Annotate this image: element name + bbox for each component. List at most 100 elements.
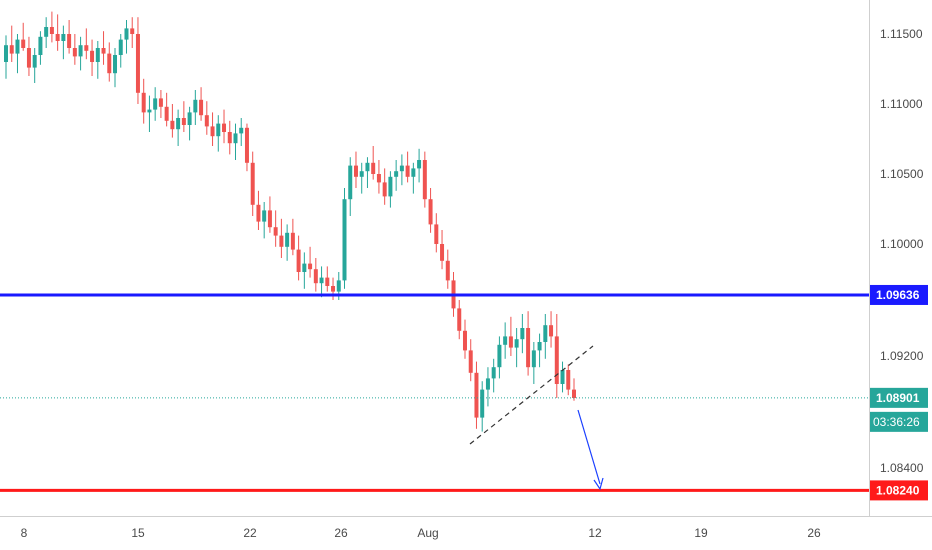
candle xyxy=(308,246,313,278)
candle-body xyxy=(38,36,43,55)
candle-body xyxy=(497,344,502,368)
time-tick-label: 12 xyxy=(588,526,602,540)
candle xyxy=(158,90,163,118)
candle-body xyxy=(319,277,324,284)
candle xyxy=(147,95,152,132)
candle xyxy=(572,378,576,401)
candle-body xyxy=(210,126,215,137)
candle xyxy=(428,188,433,233)
candle xyxy=(508,316,513,356)
candle xyxy=(313,258,318,292)
time-axis[interactable]: 8 15 22 26 Aug 12 19 26 xyxy=(21,526,821,540)
candle xyxy=(227,120,232,155)
candle-body xyxy=(176,118,181,130)
arrow-head-icon xyxy=(593,477,604,491)
countdown-badge-bg xyxy=(870,411,928,432)
candle xyxy=(187,106,192,141)
candle-series xyxy=(4,11,576,432)
candle xyxy=(72,34,77,65)
candle-body xyxy=(514,339,519,348)
annotations xyxy=(469,345,604,491)
candle-body xyxy=(399,165,404,172)
candle xyxy=(302,252,307,289)
candle xyxy=(399,154,404,186)
candle xyxy=(181,101,186,132)
candle xyxy=(394,160,399,191)
price-tick-label: 1.10500 xyxy=(880,167,924,181)
candle-body xyxy=(78,45,83,57)
price-tick-label: 1.08400 xyxy=(880,461,924,475)
candle-body xyxy=(273,227,278,236)
candle xyxy=(32,48,37,83)
candle-body xyxy=(549,325,554,337)
candle xyxy=(434,213,439,253)
candle-body xyxy=(170,120,175,130)
candle xyxy=(365,157,370,188)
candle-body xyxy=(457,308,462,331)
candle-body xyxy=(233,133,238,144)
candle xyxy=(348,157,353,216)
candle-body xyxy=(485,378,490,390)
candle xyxy=(4,35,8,79)
candle xyxy=(457,300,462,340)
candle-body xyxy=(554,336,559,384)
candle-body xyxy=(526,328,531,368)
candle xyxy=(153,87,158,121)
price-tick-label: 1.09200 xyxy=(880,349,924,363)
candle xyxy=(566,364,571,396)
candle-body xyxy=(417,160,422,169)
candle-body xyxy=(279,235,284,247)
candle-body xyxy=(508,336,513,348)
candle-body xyxy=(227,132,232,144)
price-axis[interactable]: 1.11500 1.11000 1.10500 1.10000 1.09200 1.084… xyxy=(880,27,924,475)
candle xyxy=(514,328,519,368)
candle-body xyxy=(32,55,37,68)
candle-body xyxy=(113,55,118,74)
candle-body xyxy=(135,34,140,93)
candle xyxy=(124,20,129,54)
candle-body xyxy=(199,99,204,116)
candle xyxy=(256,190,261,230)
candle-body xyxy=(503,336,508,345)
candle xyxy=(239,118,244,146)
candle xyxy=(296,235,301,281)
candle-body xyxy=(560,370,565,384)
candle-body xyxy=(164,106,169,121)
candle-body xyxy=(67,34,72,48)
candle xyxy=(90,39,95,76)
price-tick-label: 1.11500 xyxy=(880,27,923,41)
support-price-badge: 1.08240 xyxy=(870,480,928,501)
time-tick-label: 8 xyxy=(21,526,28,540)
candle xyxy=(21,22,26,51)
price-tick-label: 1.11000 xyxy=(880,97,923,111)
candle-body xyxy=(90,50,95,62)
candle xyxy=(388,171,393,208)
time-tick-label: 26 xyxy=(807,526,821,540)
candle-body xyxy=(531,350,536,368)
candle xyxy=(44,17,49,48)
countdown-badge: 03:36:26 xyxy=(870,411,928,432)
candle-body xyxy=(302,263,307,272)
last-price-badge-text: 1.08901 xyxy=(876,391,920,405)
candle xyxy=(170,104,175,138)
candle-body xyxy=(118,39,123,55)
candle-body xyxy=(124,28,129,40)
candle-body xyxy=(84,45,89,51)
candle xyxy=(130,17,135,48)
candle-body xyxy=(101,48,106,54)
candle-body xyxy=(336,280,341,292)
candle-body xyxy=(445,260,450,281)
candle-body xyxy=(130,28,135,34)
time-tick-label: 19 xyxy=(694,526,708,540)
candle-body xyxy=(187,112,192,125)
candle xyxy=(417,148,422,183)
candle xyxy=(554,314,559,398)
candle xyxy=(325,266,330,292)
candle-body xyxy=(325,277,330,286)
arrow-shaft[interactable] xyxy=(577,409,601,485)
candle-body xyxy=(26,48,31,68)
candle xyxy=(233,123,238,160)
candle-body xyxy=(158,98,163,107)
price-levels[interactable] xyxy=(0,293,869,492)
